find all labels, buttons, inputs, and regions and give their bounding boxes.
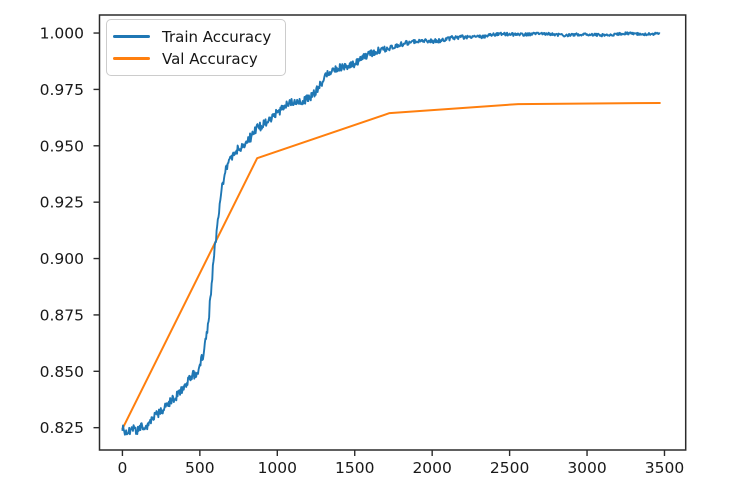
- legend-item-train: Train Accuracy: [113, 26, 285, 48]
- x-tick-label: 1000: [258, 459, 297, 477]
- x-tick-label: 500: [185, 459, 215, 477]
- y-tick-label: 0.975: [40, 81, 84, 99]
- axes-spines: [98, 14, 687, 451]
- y-tick-label: 0.900: [40, 250, 84, 268]
- x-tick-label: 2000: [412, 459, 451, 477]
- y-tick-label: 0.875: [40, 306, 84, 324]
- y-tick-label: 0.825: [40, 419, 84, 437]
- val-accuracy-line: [121, 101, 661, 430]
- x-tick-label: 0: [117, 459, 127, 477]
- val-line-swatch: [113, 57, 150, 60]
- x-tick-label: 1500: [335, 459, 374, 477]
- y-tick-label: 0.950: [40, 137, 84, 155]
- y-tick-label: 1.000: [40, 25, 84, 43]
- x-tick-label: 2500: [490, 459, 529, 477]
- x-tick-label: 3000: [567, 459, 606, 477]
- x-tick-label: 3500: [645, 459, 684, 477]
- train-accuracy-line: [121, 31, 661, 436]
- legend: Train Accuracy Val Accuracy: [106, 19, 286, 76]
- train-line-swatch: [113, 35, 150, 38]
- y-tick-label: 0.850: [40, 363, 84, 381]
- legend-item-val: Val Accuracy: [113, 48, 285, 70]
- legend-label-val: Val Accuracy: [162, 49, 258, 68]
- y-tick-label: 0.925: [40, 194, 84, 212]
- legend-label-train: Train Accuracy: [162, 27, 272, 46]
